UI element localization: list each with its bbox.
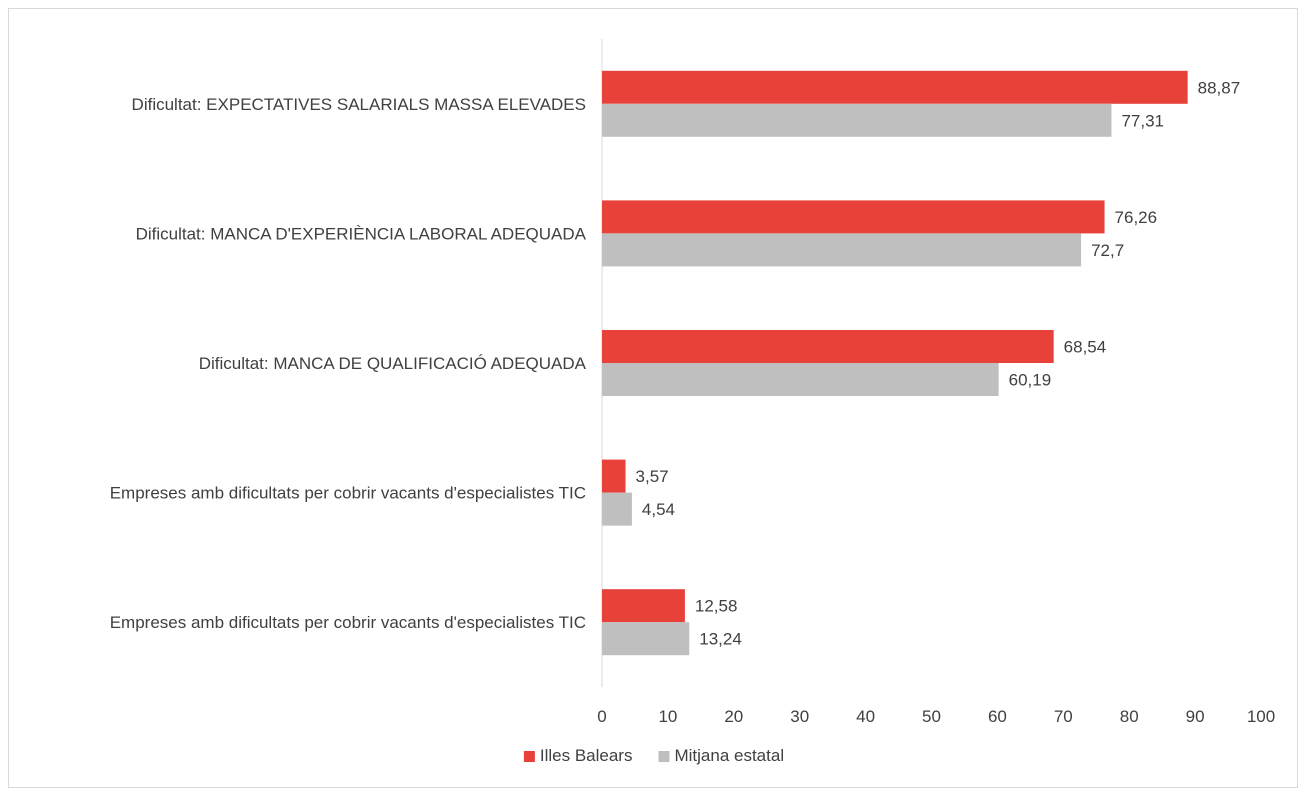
data-label: 3,57 bbox=[636, 467, 669, 486]
data-label: 13,24 bbox=[699, 630, 742, 649]
bar-mitjana-estatal bbox=[602, 492, 632, 526]
legend-swatch-mitjana-estatal bbox=[658, 751, 670, 762]
data-label: 12,58 bbox=[695, 597, 738, 616]
data-label: 68,54 bbox=[1064, 338, 1107, 357]
x-tick-label: 20 bbox=[724, 707, 743, 726]
data-label: 88,87 bbox=[1198, 78, 1241, 97]
x-tick-label: 30 bbox=[790, 707, 809, 726]
data-label: 60,19 bbox=[1009, 371, 1052, 390]
legend-label: Mitjana estatal bbox=[674, 746, 784, 765]
bar-mitjana-estatal bbox=[602, 622, 690, 656]
bar-mitjana-estatal bbox=[602, 233, 1082, 267]
category-label: Empreses amb dificultats per cobrir vaca… bbox=[110, 613, 586, 632]
data-label: 77,31 bbox=[1121, 111, 1164, 130]
bar-illes-balears bbox=[602, 589, 685, 623]
x-tick-label: 90 bbox=[1186, 707, 1205, 726]
bar-illes-balears bbox=[602, 200, 1105, 234]
x-tick-label: 60 bbox=[988, 707, 1007, 726]
chart-frame: Dificultat: EXPECTATIVES SALARIALS MASSA… bbox=[8, 8, 1298, 788]
category-label: Dificultat: MANCA DE QUALIFICACIÓ ADEQUA… bbox=[199, 354, 587, 373]
x-tick-label: 40 bbox=[856, 707, 875, 726]
bar-mitjana-estatal bbox=[602, 363, 999, 396]
data-label: 4,54 bbox=[642, 500, 675, 519]
data-label: 76,26 bbox=[1115, 208, 1158, 227]
legend-label: Illes Balears bbox=[540, 746, 633, 765]
x-tick-label: 100 bbox=[1247, 707, 1275, 726]
bar-illes-balears bbox=[602, 330, 1054, 363]
bar-illes-balears bbox=[602, 70, 1188, 104]
bar-chart: Dificultat: EXPECTATIVES SALARIALS MASSA… bbox=[110, 39, 1275, 765]
x-tick-label: 80 bbox=[1120, 707, 1139, 726]
legend-swatch-illes-balears bbox=[523, 751, 535, 762]
x-tick-label: 10 bbox=[658, 707, 677, 726]
category-label: Empreses amb dificultats per cobrir vaca… bbox=[110, 484, 586, 503]
category-label: Dificultat: MANCA D'EXPERIÈNCIA LABORAL … bbox=[136, 224, 587, 243]
x-tick-label: 0 bbox=[597, 707, 606, 726]
bar-mitjana-estatal bbox=[602, 103, 1112, 137]
x-tick-label: 50 bbox=[922, 707, 941, 726]
category-label: Dificultat: EXPECTATIVES SALARIALS MASSA… bbox=[132, 95, 586, 114]
bar-illes-balears bbox=[602, 459, 626, 493]
data-label: 72,7 bbox=[1091, 241, 1124, 260]
x-tick-label: 70 bbox=[1054, 707, 1073, 726]
